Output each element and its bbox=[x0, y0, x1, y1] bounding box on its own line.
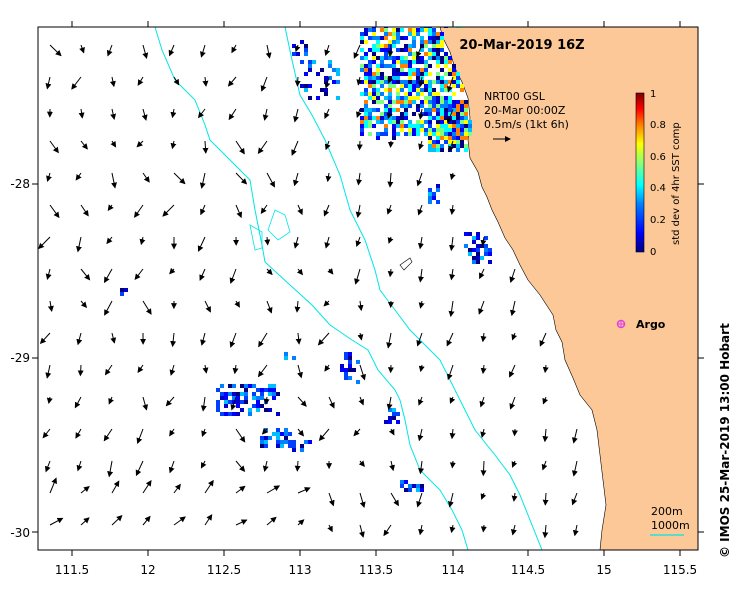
current-vectors bbox=[38, 44, 579, 539]
x-tick-label: 112.5 bbox=[207, 563, 241, 577]
product-line-1: NRT00 GSL bbox=[484, 90, 546, 103]
contour-1000m bbox=[284, 27, 543, 550]
land-mass bbox=[439, 27, 698, 550]
map-title: 20-Mar-2019 16Z bbox=[459, 38, 584, 53]
colorbar-tick: 1 bbox=[650, 89, 656, 100]
x-tick-label: 15 bbox=[596, 563, 611, 577]
y-axis-labels: -28 -29 -30 bbox=[10, 177, 30, 540]
x-tick-label: 12 bbox=[140, 563, 155, 577]
argo-label: Argo bbox=[636, 318, 666, 331]
x-tick-label: 113 bbox=[289, 563, 312, 577]
x-axis-labels: 111.5 12 112.5 113 113.5 114 114.5 15 11… bbox=[55, 563, 697, 577]
colorbar-tick: 0.8 bbox=[650, 120, 666, 131]
x-tick-label: 114.5 bbox=[511, 563, 545, 577]
y-tick-label: -28 bbox=[10, 177, 30, 191]
x-tick-label: 111.5 bbox=[55, 563, 89, 577]
island-outline bbox=[399, 257, 413, 271]
axis-ticks bbox=[32, 21, 704, 556]
sst-std-dev-cells bbox=[120, 27, 492, 492]
credit-text: © IMOS 25-Mar-2019 13:00 Hobart bbox=[718, 323, 732, 558]
contour-legend-200m: 200m bbox=[651, 505, 683, 518]
plot-frame bbox=[37, 26, 699, 551]
x-tick-label: 114 bbox=[442, 563, 465, 577]
contour-200m bbox=[154, 27, 469, 550]
product-line-3: 0.5m/s (1kt 6h) bbox=[484, 118, 569, 131]
y-tick-label: -29 bbox=[10, 351, 30, 365]
colorbar-label: std dev of 4hr SST comp bbox=[671, 122, 682, 245]
argo-marker bbox=[616, 319, 626, 329]
colorbar-tick: 0 bbox=[650, 247, 656, 258]
contour-legend-1000m: 1000m bbox=[651, 519, 690, 532]
colorbar bbox=[635, 92, 645, 253]
colorbar-tick: 0.2 bbox=[650, 215, 666, 226]
colorbar-tick: 0.6 bbox=[650, 152, 666, 163]
y-tick-label: -30 bbox=[10, 526, 30, 540]
colorbar-ticks: 1 0.8 0.6 0.4 0.2 0 bbox=[650, 89, 666, 258]
x-tick-label: 115.5 bbox=[663, 563, 697, 577]
product-line-2: 20-Mar 00:00Z bbox=[484, 104, 566, 117]
x-tick-label: 113.5 bbox=[359, 563, 393, 577]
colorbar-tick: 0.4 bbox=[650, 183, 666, 194]
